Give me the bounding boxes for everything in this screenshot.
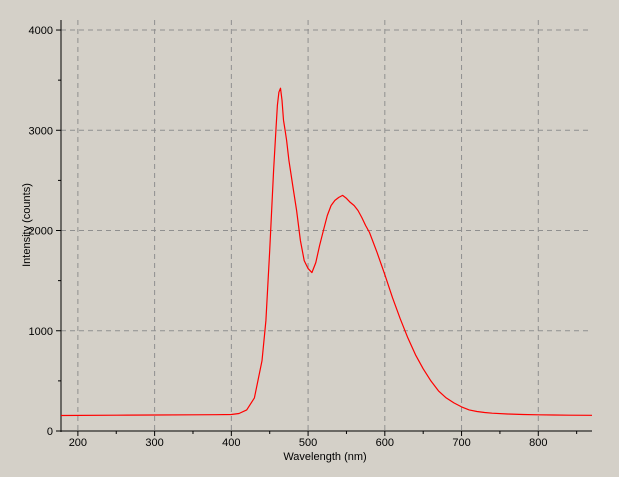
y-axis-label: Intensity (counts) (21, 183, 33, 267)
y-tick-label: 1000 (29, 326, 53, 338)
grid (61, 20, 592, 431)
x-tick-label: 600 (376, 437, 394, 449)
x-axis-label: Wavelength (nm) (283, 451, 366, 463)
ticks: 200 300 400 500 600 700 800 0 1000 2000 3000 4000 (29, 25, 578, 449)
x-tick-label: 200 (69, 437, 87, 449)
y-tick-label: 3000 (29, 125, 53, 137)
y-tick-label: 0 (47, 426, 53, 438)
x-tick-label: 800 (529, 437, 547, 449)
y-tick-label: 2000 (29, 226, 53, 238)
series-layer (60, 87, 593, 417)
x-tick-label: 700 (452, 437, 470, 449)
x-tick-label: 500 (299, 437, 317, 449)
y-tick-label: 4000 (29, 25, 53, 37)
spectrum-line (60, 87, 593, 417)
axes (60, 20, 592, 432)
x-tick-label: 400 (222, 437, 240, 449)
x-tick-label: 300 (145, 437, 163, 449)
